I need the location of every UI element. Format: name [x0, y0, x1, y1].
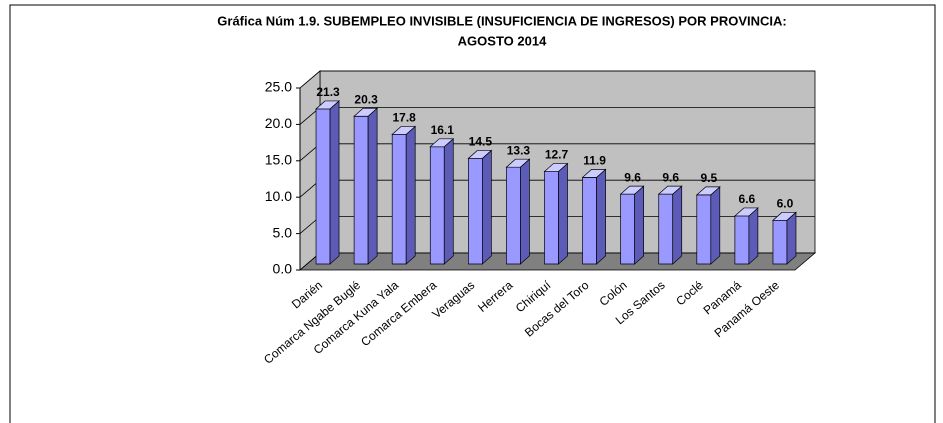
x-tick-label: Coclé: [673, 278, 706, 309]
bar-face: [748, 207, 759, 265]
bar-face: [582, 177, 597, 265]
bar-face: [329, 100, 340, 265]
bar-face: [315, 108, 331, 265]
value-label: 11.9: [583, 154, 606, 168]
bar-face: [405, 125, 416, 265]
y-tick-label: 15.0: [265, 152, 292, 168]
bar-face: [467, 150, 493, 159]
y-tick-label: 5.0: [273, 224, 293, 240]
bar: [429, 138, 455, 265]
bar: [543, 162, 569, 265]
bar-face: [315, 100, 340, 110]
bar-face: [695, 186, 721, 196]
bar-face: [710, 186, 721, 265]
bar-face: [429, 138, 455, 148]
bar-face: [786, 211, 797, 265]
bar: [733, 207, 759, 265]
bar-face: [558, 162, 568, 265]
bar-face: [772, 211, 797, 221]
bar-face: [734, 215, 750, 265]
bar-face: [429, 146, 445, 265]
bar-face: [391, 134, 407, 265]
value-label: 14.5: [469, 135, 493, 149]
bar-face: [581, 169, 607, 178]
x-tick-label: Panamá Oeste: [712, 278, 783, 340]
x-tick-label: Colón: [597, 278, 630, 309]
bar: [657, 185, 683, 265]
y-tick-label: 25.0: [265, 79, 292, 95]
bar-face: [733, 207, 759, 217]
value-label: 20.3: [354, 92, 378, 106]
bar: [581, 168, 607, 265]
bar: [467, 149, 493, 265]
frame: [9, 4, 936, 423]
x-tick-label: Herrera: [475, 278, 515, 315]
bar: [695, 186, 721, 265]
bar-face: [353, 115, 369, 265]
bar-face: [481, 149, 492, 265]
bar-face: [443, 138, 454, 265]
value-label: 21.3: [316, 85, 340, 99]
value-label: 6.6: [739, 192, 756, 206]
bar-face: [772, 219, 788, 265]
bar: [619, 185, 645, 265]
y-tick-label: 0.0: [273, 261, 293, 277]
value-label: 9.6: [662, 170, 679, 184]
bar-face: [619, 185, 645, 195]
bar-face: [505, 158, 531, 168]
y-tick-label: 10.0: [265, 188, 292, 204]
bar-face: [696, 194, 712, 265]
bar-face: [657, 185, 683, 195]
value-label: 6.0: [777, 196, 794, 210]
bar: [391, 125, 417, 265]
bar-face: [467, 158, 483, 265]
bar-face: [520, 158, 530, 265]
bar-face: [634, 185, 645, 265]
bar-face: [391, 126, 417, 135]
value-label: 9.5: [700, 171, 717, 185]
bar: [353, 107, 379, 265]
x-tick-label: Veraguas: [429, 278, 477, 321]
value-label: 9.6: [624, 170, 641, 184]
bar-face: [506, 166, 521, 265]
bar: [315, 100, 340, 265]
bar-face: [596, 168, 606, 265]
chart-title: AGOSTO 2014: [458, 33, 547, 48]
bar: [772, 211, 797, 265]
bar-face: [658, 193, 674, 265]
bar: [505, 158, 531, 265]
bar-face: [353, 107, 379, 117]
grid-line: [299, 70, 815, 89]
bar-face: [367, 107, 378, 265]
value-label: 16.1: [431, 123, 455, 137]
value-label: 12.7: [545, 148, 569, 162]
bar-face: [543, 163, 569, 172]
bar-face: [620, 193, 636, 265]
y-tick-label: 20.0: [265, 115, 292, 131]
bar-face: [544, 171, 559, 265]
chart-title: Gráfica Núm 1.9. SUBEMPLEO INVISIBLE (IN…: [217, 13, 786, 28]
value-label: 13.3: [507, 143, 531, 157]
bar-face: [672, 185, 683, 265]
value-label: 17.8: [393, 111, 417, 125]
